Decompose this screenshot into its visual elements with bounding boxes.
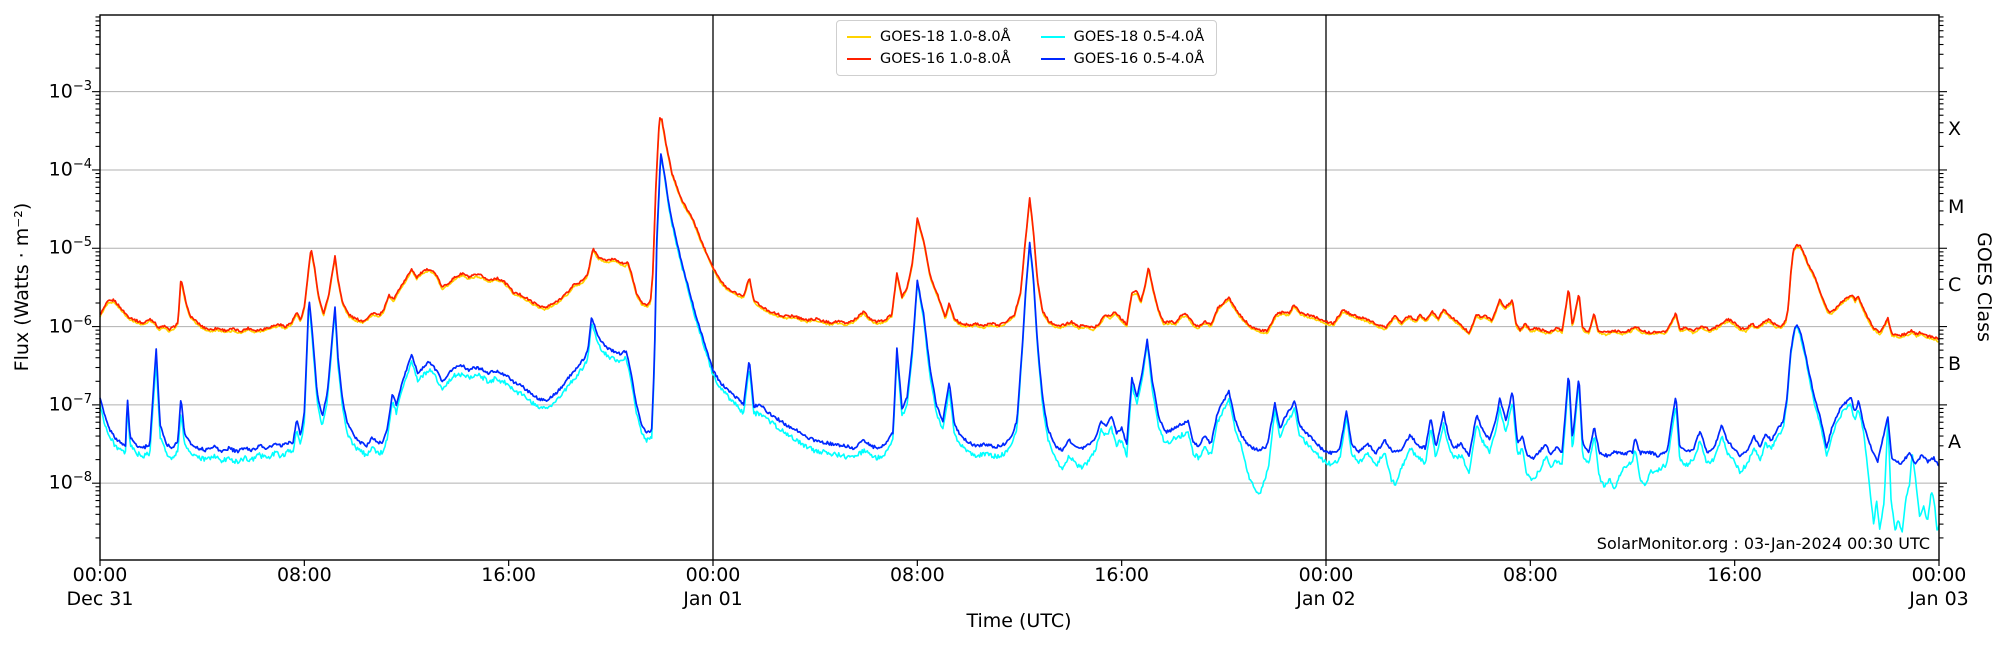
x-date-label: Jan 03 [1909, 588, 1969, 610]
goes-class-label-c: C [1948, 274, 1962, 297]
x-date-label: Jan 01 [683, 588, 743, 610]
legend-item: GOES-16 1.0-8.0Å [847, 48, 1011, 70]
x-tick-label: 08:00 [1502, 564, 1558, 586]
legend-swatch-icon [1040, 58, 1065, 60]
x-tick-label: 00:00 [1911, 564, 1967, 586]
y-axis-label: Flux (Watts · m⁻²) [11, 202, 33, 372]
y-tick-label: 10−3 [48, 78, 92, 102]
legend-item: GOES-16 0.5-4.0Å [1040, 48, 1205, 70]
legend-swatch-icon [847, 36, 871, 38]
goes-class-label-b: B [1948, 352, 1962, 375]
y-tick-label: 10−8 [48, 470, 92, 494]
x-tick-label: 16:00 [1094, 564, 1150, 586]
plot-frame [99, 14, 1940, 561]
x-tick-label: 08:00 [276, 564, 332, 586]
legend: GOES-18 1.0-8.0Å GOES-16 1.0-8.0Å GOES-18 … [836, 20, 1218, 76]
y-tick-label: 10−7 [48, 391, 92, 416]
goes-class-label-m: M [1948, 196, 1965, 219]
legend-label: GOES-18 0.5-4.0Å [1073, 29, 1205, 45]
legend-label: GOES-18 1.0-8.0Å [880, 29, 1011, 45]
right-axis-label: GOES Class [1973, 232, 1995, 342]
y-tick-label: 10−4 [48, 156, 92, 181]
series-line-1 [99, 116, 1940, 341]
series-line-0 [99, 118, 1940, 343]
legend-swatch-icon [1040, 36, 1065, 38]
legend-swatch-icon [847, 58, 871, 60]
legend-label: GOES-16 1.0-8.0Å [880, 51, 1011, 67]
series-line-2 [99, 154, 1940, 533]
goes-class-label-x: X [1948, 117, 1962, 140]
legend-item: GOES-18 1.0-8.0Å [847, 26, 1011, 48]
legend-label: GOES-16 0.5-4.0Å [1073, 51, 1205, 67]
x-tick-label: 00:00 [1298, 564, 1354, 586]
legend-item: GOES-18 0.5-4.0Å [1040, 26, 1205, 48]
x-date-label: Dec 31 [66, 588, 134, 610]
x-tick-label: 00:00 [685, 564, 741, 586]
source-annotation: SolarMonitor.org : 03-Jan-2024 00:30 UTC [1596, 534, 1930, 553]
goes-class-label-a: A [1948, 431, 1961, 454]
y-tick-label: 10−5 [48, 235, 92, 259]
x-date-label: Jan 02 [1296, 588, 1356, 610]
x-tick-label: 16:00 [481, 564, 537, 586]
series-line-3 [99, 153, 1940, 467]
x-axis-label: Time (UTC) [966, 610, 1072, 632]
y-tick-label: 10−6 [48, 313, 92, 337]
x-tick-label: 08:00 [889, 564, 945, 586]
x-tick-label: 00:00 [72, 564, 128, 586]
x-tick-label: 16:00 [1707, 564, 1763, 586]
